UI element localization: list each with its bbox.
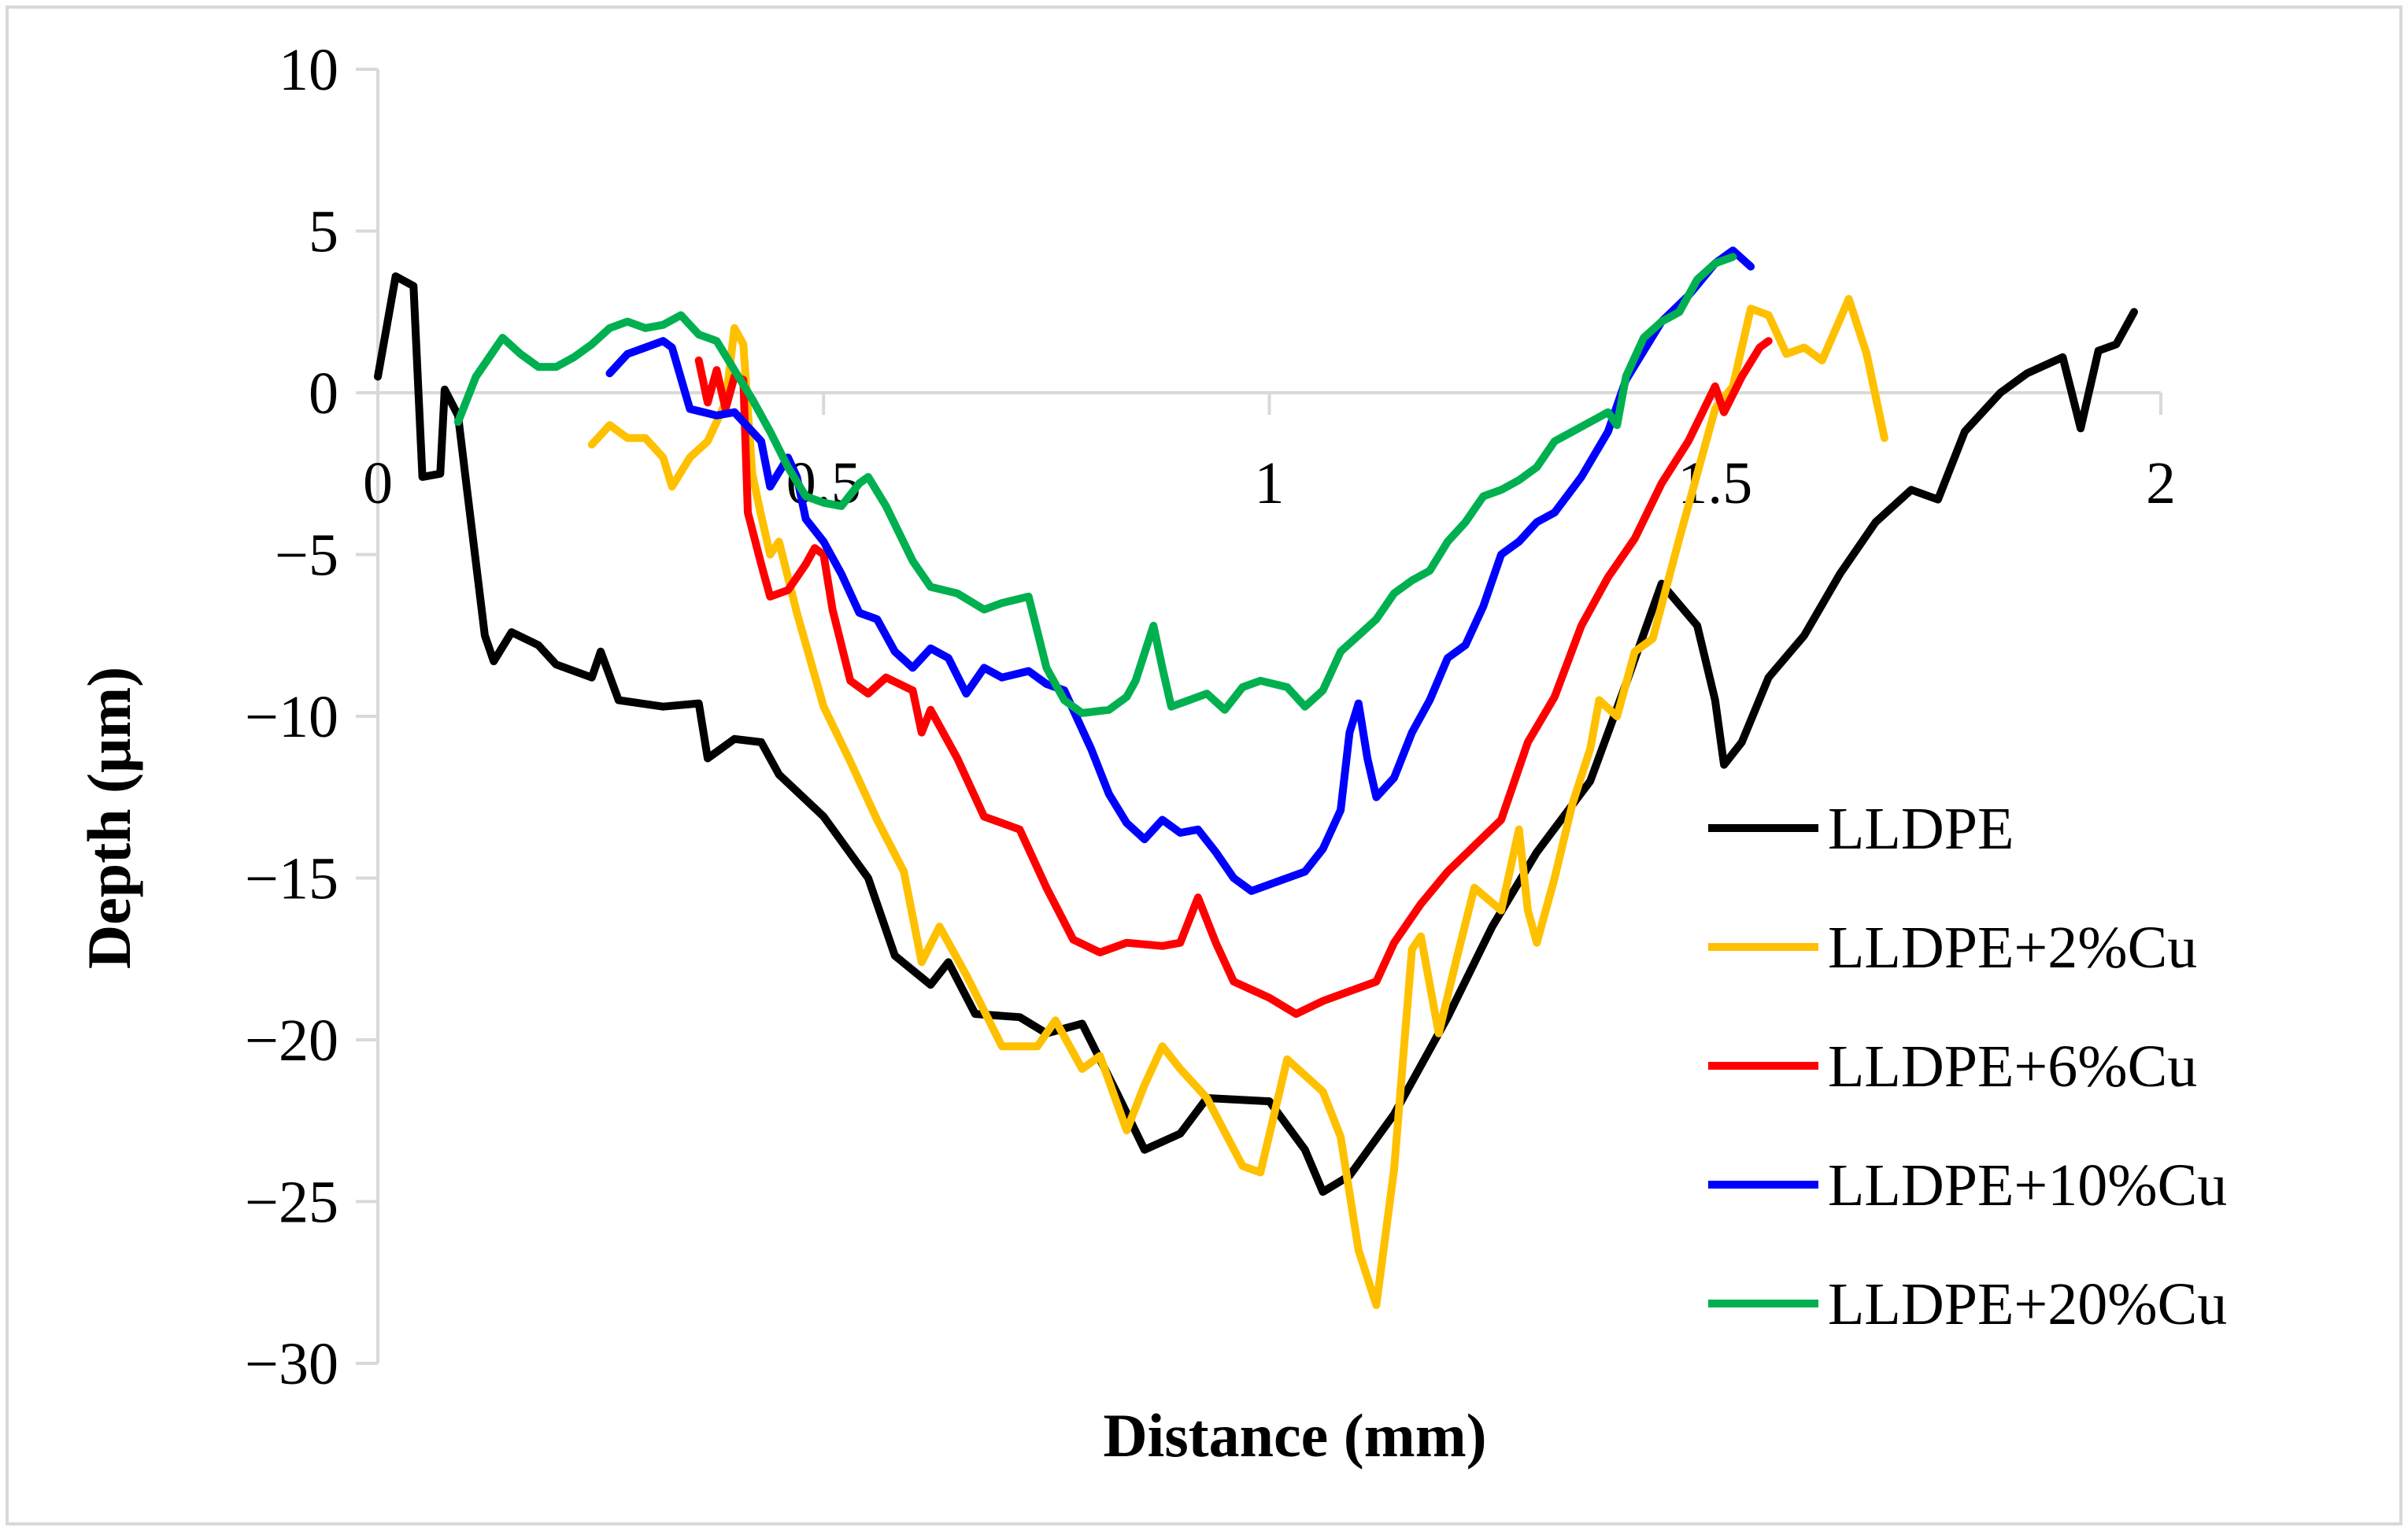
x-axis-title: Distance (mm) [1103, 1401, 1486, 1470]
series-line-1 [374, 272, 2138, 1196]
x-tick-label: 0 [363, 450, 393, 516]
legend-label: LLDPE+2%Cu [1828, 915, 2197, 981]
legend-label: LLDPE+20%Cu [1828, 1271, 2227, 1337]
y-tick-label: −10 [245, 684, 338, 750]
legend-label: LLDPE+10%Cu [1828, 1152, 2227, 1219]
plot-series [374, 246, 2138, 1309]
y-tick-label: 10 [279, 37, 338, 103]
y-tick-label: −20 [245, 1008, 338, 1074]
series-line-2 [587, 294, 1888, 1309]
legend: LLDPE LLDPE+2%Cu LLDPE+6%Cu LLDPE+10%Cu LLDP… [1708, 796, 2227, 1337]
y-axis: 10 5 0 −5 −10 −15 −20 −25 −30 [245, 37, 379, 1397]
y-axis-title: Depth (μm) [75, 667, 143, 969]
x-tick-label: 1 [1255, 450, 1285, 516]
legend-label: LLDPE+6%Cu [1828, 1034, 2197, 1100]
legend-label: LLDPE [1828, 796, 2014, 862]
y-tick-label: −30 [245, 1331, 338, 1397]
y-tick-label: 5 [309, 199, 338, 265]
y-tick-label: −15 [245, 846, 338, 912]
series-line-3 [694, 337, 1773, 1019]
y-tick-label: −25 [245, 1170, 338, 1236]
series-line-5 [453, 253, 1737, 717]
y-tick-label: 0 [309, 361, 338, 427]
y-tick-label: −5 [275, 523, 338, 589]
chart-border [6, 6, 2402, 1525]
x-tick-label: 2 [2146, 450, 2176, 516]
